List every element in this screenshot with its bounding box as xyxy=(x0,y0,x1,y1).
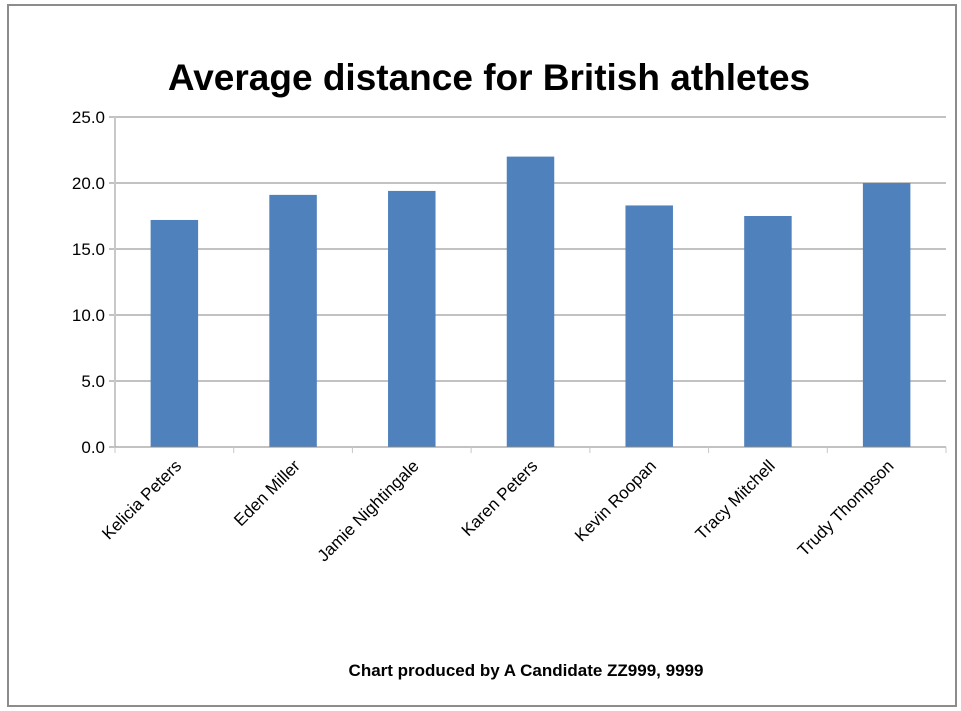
x-tick-label: Eden Miller xyxy=(230,456,304,530)
chart-footnote: Chart produced by A Candidate ZZ999, 999… xyxy=(349,661,704,680)
x-axis-ticks: Kelicia Peters Eden Miller Jamie Nightinga… xyxy=(98,456,897,565)
x-tick-label: Tracy Mitchell xyxy=(692,456,779,543)
x-tick-label: Jamie Nightingale xyxy=(314,456,423,565)
bar xyxy=(862,183,911,447)
chart-title: Average distance for British athletes xyxy=(168,57,810,98)
axes xyxy=(109,116,947,453)
y-tick-label: 15.0 xyxy=(72,240,105,259)
x-tick-label: Karen Peters xyxy=(458,456,542,540)
x-tick-label: Kelicia Peters xyxy=(98,456,185,543)
bar xyxy=(150,219,199,447)
y-tick-label: 0.0 xyxy=(81,438,105,457)
bar xyxy=(625,205,673,447)
x-tick-label: Kevin Roopan xyxy=(571,456,660,545)
x-tick-label: Trudy Thompson xyxy=(794,456,898,560)
y-tick-label: 20.0 xyxy=(72,174,105,193)
y-tick-label: 5.0 xyxy=(81,372,105,391)
bar xyxy=(506,156,555,447)
y-tick-label: 25.0 xyxy=(72,108,105,127)
bar-chart: Average distance for British athletes 0.… xyxy=(72,57,947,680)
bar xyxy=(269,194,317,447)
bars xyxy=(150,156,911,448)
y-axis-ticks: 0.0 5.0 10.0 15.0 20.0 25.0 xyxy=(72,108,105,457)
chart-frame: Average distance for British athletes 0.… xyxy=(7,4,957,707)
bar xyxy=(744,216,792,447)
y-tick-label: 10.0 xyxy=(72,306,105,325)
bar xyxy=(388,190,436,448)
